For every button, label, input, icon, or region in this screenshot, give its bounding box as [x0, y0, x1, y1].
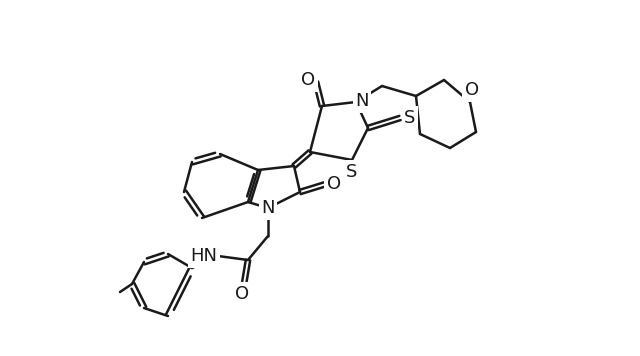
Text: N: N — [355, 92, 369, 110]
Text: S: S — [346, 163, 358, 181]
Text: O: O — [465, 81, 479, 99]
Text: HN: HN — [191, 247, 218, 265]
Text: S: S — [404, 109, 416, 127]
Text: N: N — [261, 199, 275, 217]
Text: O: O — [235, 285, 249, 303]
Text: O: O — [327, 175, 341, 193]
Text: O: O — [301, 71, 315, 89]
